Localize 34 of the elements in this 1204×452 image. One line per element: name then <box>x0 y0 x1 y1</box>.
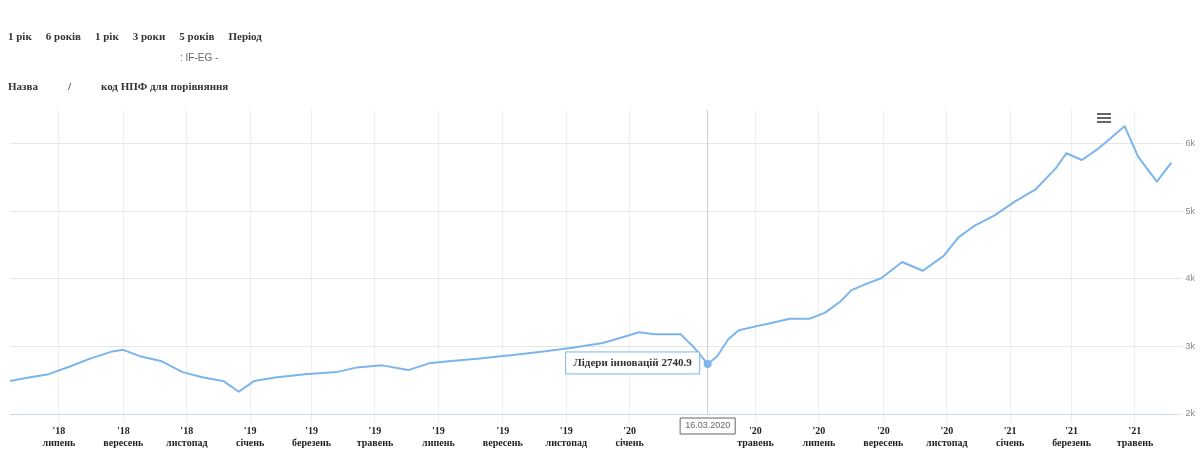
text: 1 рік <box>8 30 32 42</box>
text: 1 рік <box>94 30 119 42</box>
x-tick-label: '19 листопад <box>545 424 587 448</box>
x-tick-label: '19 липень <box>422 424 456 448</box>
x-tick-label: '20 травень <box>737 424 775 448</box>
text: Назва <box>8 80 38 92</box>
y-tick-label: 4k <box>1185 273 1196 284</box>
text: Період <box>228 30 262 42</box>
y-tick-label: 6k <box>1185 138 1196 149</box>
text: 5 років <box>179 30 215 42</box>
x-tick-label: '21 березень <box>1052 424 1092 448</box>
x-tick-label: '20 липень <box>802 424 836 448</box>
y-tick-label: 2k <box>1185 408 1196 419</box>
text: 6 років <box>45 30 81 42</box>
annotation: Лідери інновацій 2740.9 <box>573 355 693 368</box>
x-tick-label: '19 березень <box>292 424 332 448</box>
x-tick-label: '19 січень <box>236 424 266 448</box>
x-tick-label: '20 січень <box>615 424 645 448</box>
x-tick-label: '18 вересень <box>103 424 145 448</box>
text: код НПФ для порівняння <box>100 80 229 92</box>
x-tick-label: '21 січень <box>996 424 1026 448</box>
text: 3 роки <box>132 30 166 42</box>
text: : IF-EG - <box>180 52 219 63</box>
x-tick-label: '19 травень <box>356 424 394 448</box>
ref-line-label: 16.03.2020 <box>685 420 731 431</box>
x-tick-label: '18 липень <box>42 424 76 448</box>
x-tick-label: '21 травень <box>1116 424 1154 448</box>
y-tick-label: 3k <box>1185 340 1196 351</box>
text: / <box>67 80 71 92</box>
x-tick-label: '18 листопад <box>166 424 208 448</box>
x-tick-label: '19 вересень <box>482 424 524 448</box>
x-tick-label: '20 листопад <box>926 424 968 448</box>
x-tick-label: '20 вересень <box>863 424 905 448</box>
y-tick-label: 5k <box>1185 205 1196 216</box>
